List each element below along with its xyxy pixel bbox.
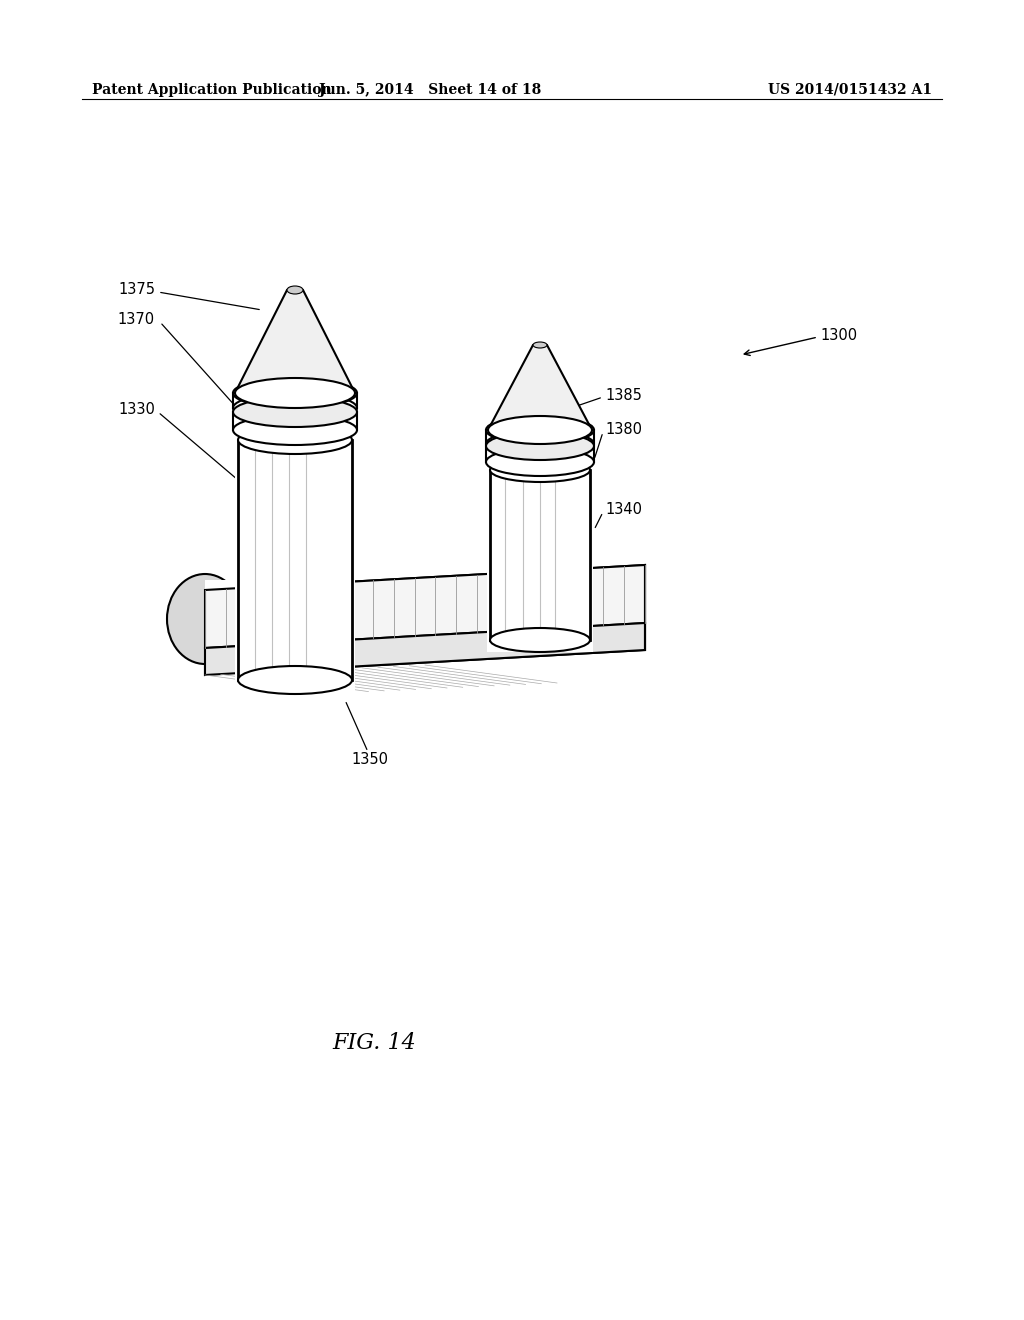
Text: FIG. 14: FIG. 14 — [332, 1032, 416, 1053]
Text: US 2014/0151432 A1: US 2014/0151432 A1 — [768, 83, 932, 96]
Text: Jun. 5, 2014   Sheet 14 of 18: Jun. 5, 2014 Sheet 14 of 18 — [318, 83, 542, 96]
Text: 1340: 1340 — [605, 503, 642, 517]
Polygon shape — [205, 565, 645, 648]
Text: 1300: 1300 — [820, 327, 857, 342]
Ellipse shape — [490, 628, 590, 652]
Text: 1380: 1380 — [605, 422, 642, 437]
Ellipse shape — [233, 414, 357, 445]
Polygon shape — [488, 345, 592, 430]
Polygon shape — [205, 579, 248, 685]
Ellipse shape — [486, 430, 594, 458]
Polygon shape — [234, 436, 355, 694]
Ellipse shape — [486, 447, 594, 477]
Text: 1375: 1375 — [118, 282, 155, 297]
Polygon shape — [205, 623, 645, 675]
Polygon shape — [487, 465, 593, 652]
Text: 1370: 1370 — [118, 313, 155, 327]
Ellipse shape — [287, 286, 303, 294]
Ellipse shape — [238, 667, 352, 694]
Polygon shape — [234, 290, 355, 393]
Ellipse shape — [534, 342, 547, 348]
Text: Patent Application Publication: Patent Application Publication — [92, 83, 332, 96]
Ellipse shape — [238, 426, 352, 454]
Ellipse shape — [488, 416, 592, 444]
Ellipse shape — [233, 397, 357, 426]
Ellipse shape — [486, 432, 594, 459]
Text: 1385: 1385 — [605, 388, 642, 403]
Ellipse shape — [233, 378, 357, 408]
Text: 1330: 1330 — [118, 403, 155, 417]
Polygon shape — [205, 565, 645, 648]
Ellipse shape — [234, 378, 355, 408]
Text: 1350: 1350 — [351, 752, 388, 767]
Ellipse shape — [490, 458, 590, 482]
Ellipse shape — [486, 416, 594, 444]
Ellipse shape — [233, 393, 357, 422]
Polygon shape — [205, 623, 645, 675]
Ellipse shape — [167, 574, 243, 664]
